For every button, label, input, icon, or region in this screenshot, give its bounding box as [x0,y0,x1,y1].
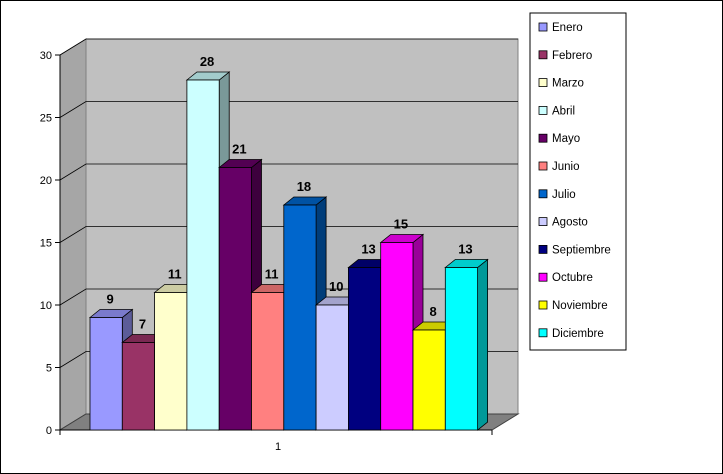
legend-swatch [538,106,548,115]
legend-swatch [538,244,548,254]
legend-swatch [538,300,548,310]
gridline [59,38,518,56]
bar [186,79,220,431]
legend-swatch [538,328,548,338]
legend-label: Marzo [552,78,584,90]
bar [283,204,317,431]
bar [412,329,446,431]
bar [380,242,414,431]
legend-box [529,12,627,351]
data-label: 15 [394,217,408,232]
legend-swatch [538,217,548,227]
data-label: 13 [458,242,472,257]
legend-swatch [538,133,548,143]
gridline [59,226,518,243]
legend-swatch [538,78,548,87]
y-tick-label: 25 [40,113,52,125]
legend-swatch [538,50,548,60]
bar [154,292,188,431]
bar [218,167,252,431]
legend-label: Mayo [552,133,580,145]
legend-label: Noviembre [552,300,608,312]
legend-swatch [538,272,548,282]
data-label: 8 [430,304,437,319]
legend-label: Julio [552,189,576,201]
y-tick-label: 20 [40,175,52,187]
data-label: 28 [200,54,214,69]
legend-label: Abril [552,105,575,117]
legend-label: Febrero [552,50,592,62]
bar [251,292,285,431]
legend-label: Diciembre [552,328,604,340]
legend-swatch [538,189,548,199]
bar [121,342,156,431]
gridline [59,101,518,118]
data-label: 18 [297,179,311,194]
bar [444,267,478,431]
data-label: 21 [232,142,246,157]
bar [89,317,123,431]
legend-label: Septiembre [552,244,611,256]
legend-label: Enero [552,22,583,34]
y-tick-label: 10 [40,300,52,312]
data-label: 13 [361,242,375,257]
x-tick-label: 1 [275,441,281,453]
y-tick-label: 0 [46,425,52,437]
y-tick-label: 15 [40,238,52,250]
bar [315,304,349,431]
gridline [59,163,518,181]
data-label: 11 [168,267,182,282]
legend-swatch [538,161,548,171]
y-tick-label: 5 [46,363,52,375]
data-label: 9 [107,292,114,307]
legend-swatch [538,22,548,32]
data-label: 11 [265,267,279,282]
bar [347,267,382,431]
bar-side [477,258,489,431]
legend-label: Junio [552,161,580,173]
legend-label: Octubre [552,272,593,284]
y-tick-label: 30 [40,50,52,62]
legend-label: Agosto [552,217,588,229]
data-label: 7 [139,317,146,332]
data-label: 10 [329,279,343,294]
